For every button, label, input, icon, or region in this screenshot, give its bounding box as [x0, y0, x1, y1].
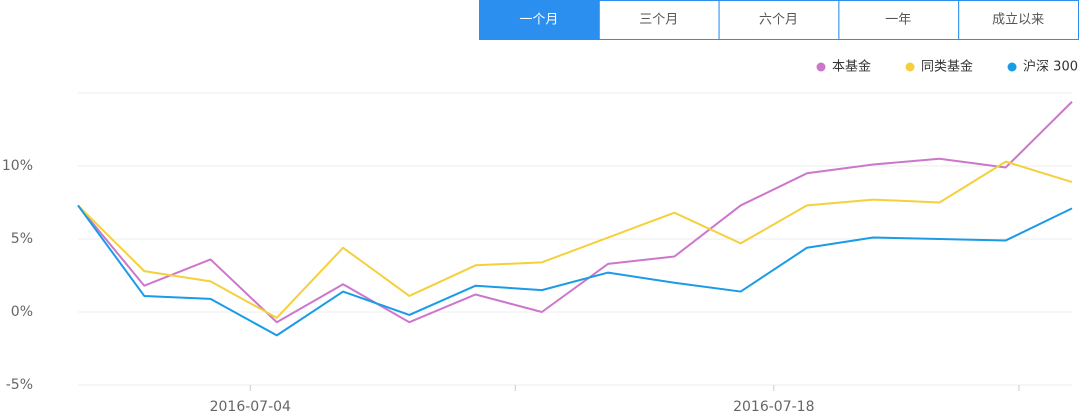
- tab-label[interactable]: 一个月: [519, 13, 558, 28]
- x-tick-label: 2016-07-04: [210, 399, 291, 415]
- series-line: [77, 160, 1073, 319]
- legend-label: 沪深 300: [1023, 59, 1078, 75]
- legend-label: 同类基金: [921, 59, 973, 75]
- legend-marker: [1007, 62, 1017, 72]
- tab[interactable]: [598, 0, 720, 40]
- tab-label[interactable]: 六个月: [759, 13, 798, 28]
- tab-label[interactable]: 一年: [885, 13, 911, 28]
- tab[interactable]: [718, 0, 840, 40]
- y-tick-label: 0%: [11, 304, 33, 320]
- y-tick-label: 5%: [11, 231, 33, 247]
- y-tick-label: -5%: [6, 377, 33, 393]
- tab[interactable]: [479, 0, 600, 40]
- tab-label[interactable]: 成立以来: [992, 13, 1044, 28]
- legend-label: 本基金: [832, 59, 871, 75]
- tab[interactable]: [958, 0, 1080, 40]
- series-line: [77, 204, 1073, 337]
- tab-label[interactable]: 三个月: [639, 13, 678, 28]
- legend-marker: [816, 62, 826, 72]
- series-line: [77, 101, 1073, 324]
- x-tick-label: 2016-07-18: [733, 399, 814, 415]
- legend-marker: [905, 62, 915, 72]
- y-tick-label: 10%: [2, 158, 33, 174]
